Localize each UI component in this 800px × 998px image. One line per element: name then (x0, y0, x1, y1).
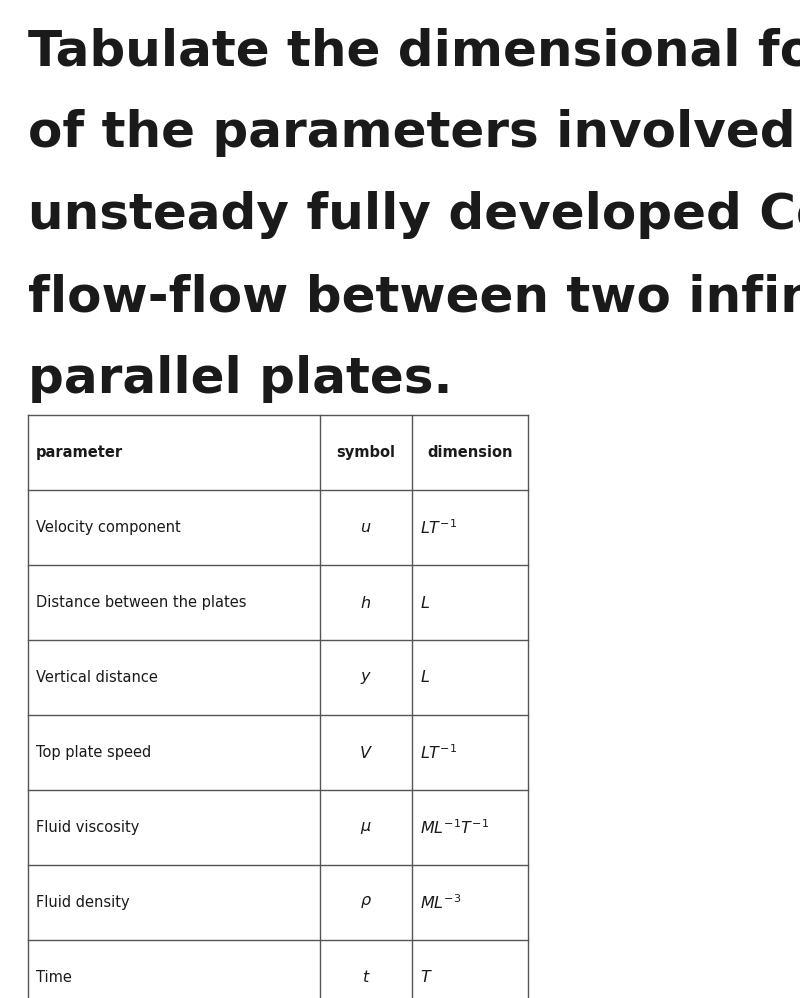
Text: $LT^{-1}$: $LT^{-1}$ (420, 744, 457, 761)
Text: Fluid viscosity: Fluid viscosity (36, 820, 139, 835)
Text: $T$: $T$ (420, 969, 433, 985)
Text: $L$: $L$ (420, 670, 430, 686)
Text: symbol: symbol (337, 445, 395, 460)
Text: $y$: $y$ (360, 670, 372, 686)
Text: $LT^{-1}$: $LT^{-1}$ (420, 518, 457, 537)
Text: flow-flow between two infinite: flow-flow between two infinite (28, 273, 800, 321)
Text: Tabulate the dimensional formulae: Tabulate the dimensional formulae (28, 27, 800, 75)
Text: $t$: $t$ (362, 969, 370, 985)
Text: $\mu$: $\mu$ (360, 819, 372, 835)
Text: $u$: $u$ (360, 520, 372, 535)
Text: dimension: dimension (427, 445, 513, 460)
Text: parameter: parameter (36, 445, 123, 460)
Text: $ML^{-3}$: $ML^{-3}$ (420, 893, 462, 912)
Text: $L$: $L$ (420, 595, 430, 611)
Text: of the parameters involved in the: of the parameters involved in the (28, 109, 800, 157)
Text: $\rho$: $\rho$ (360, 894, 372, 910)
Text: Top plate speed: Top plate speed (36, 745, 151, 760)
Text: $V$: $V$ (359, 745, 373, 760)
Text: $h$: $h$ (361, 595, 371, 611)
Text: Distance between the plates: Distance between the plates (36, 595, 246, 610)
Text: Velocity component: Velocity component (36, 520, 181, 535)
Text: Time: Time (36, 970, 72, 985)
Text: $ML^{-1}T^{-1}$: $ML^{-1}T^{-1}$ (420, 818, 489, 837)
Text: Vertical distance: Vertical distance (36, 670, 158, 685)
Text: Fluid density: Fluid density (36, 895, 130, 910)
Text: parallel plates.: parallel plates. (28, 355, 453, 403)
Text: unsteady fully developed Couette: unsteady fully developed Couette (28, 191, 800, 239)
